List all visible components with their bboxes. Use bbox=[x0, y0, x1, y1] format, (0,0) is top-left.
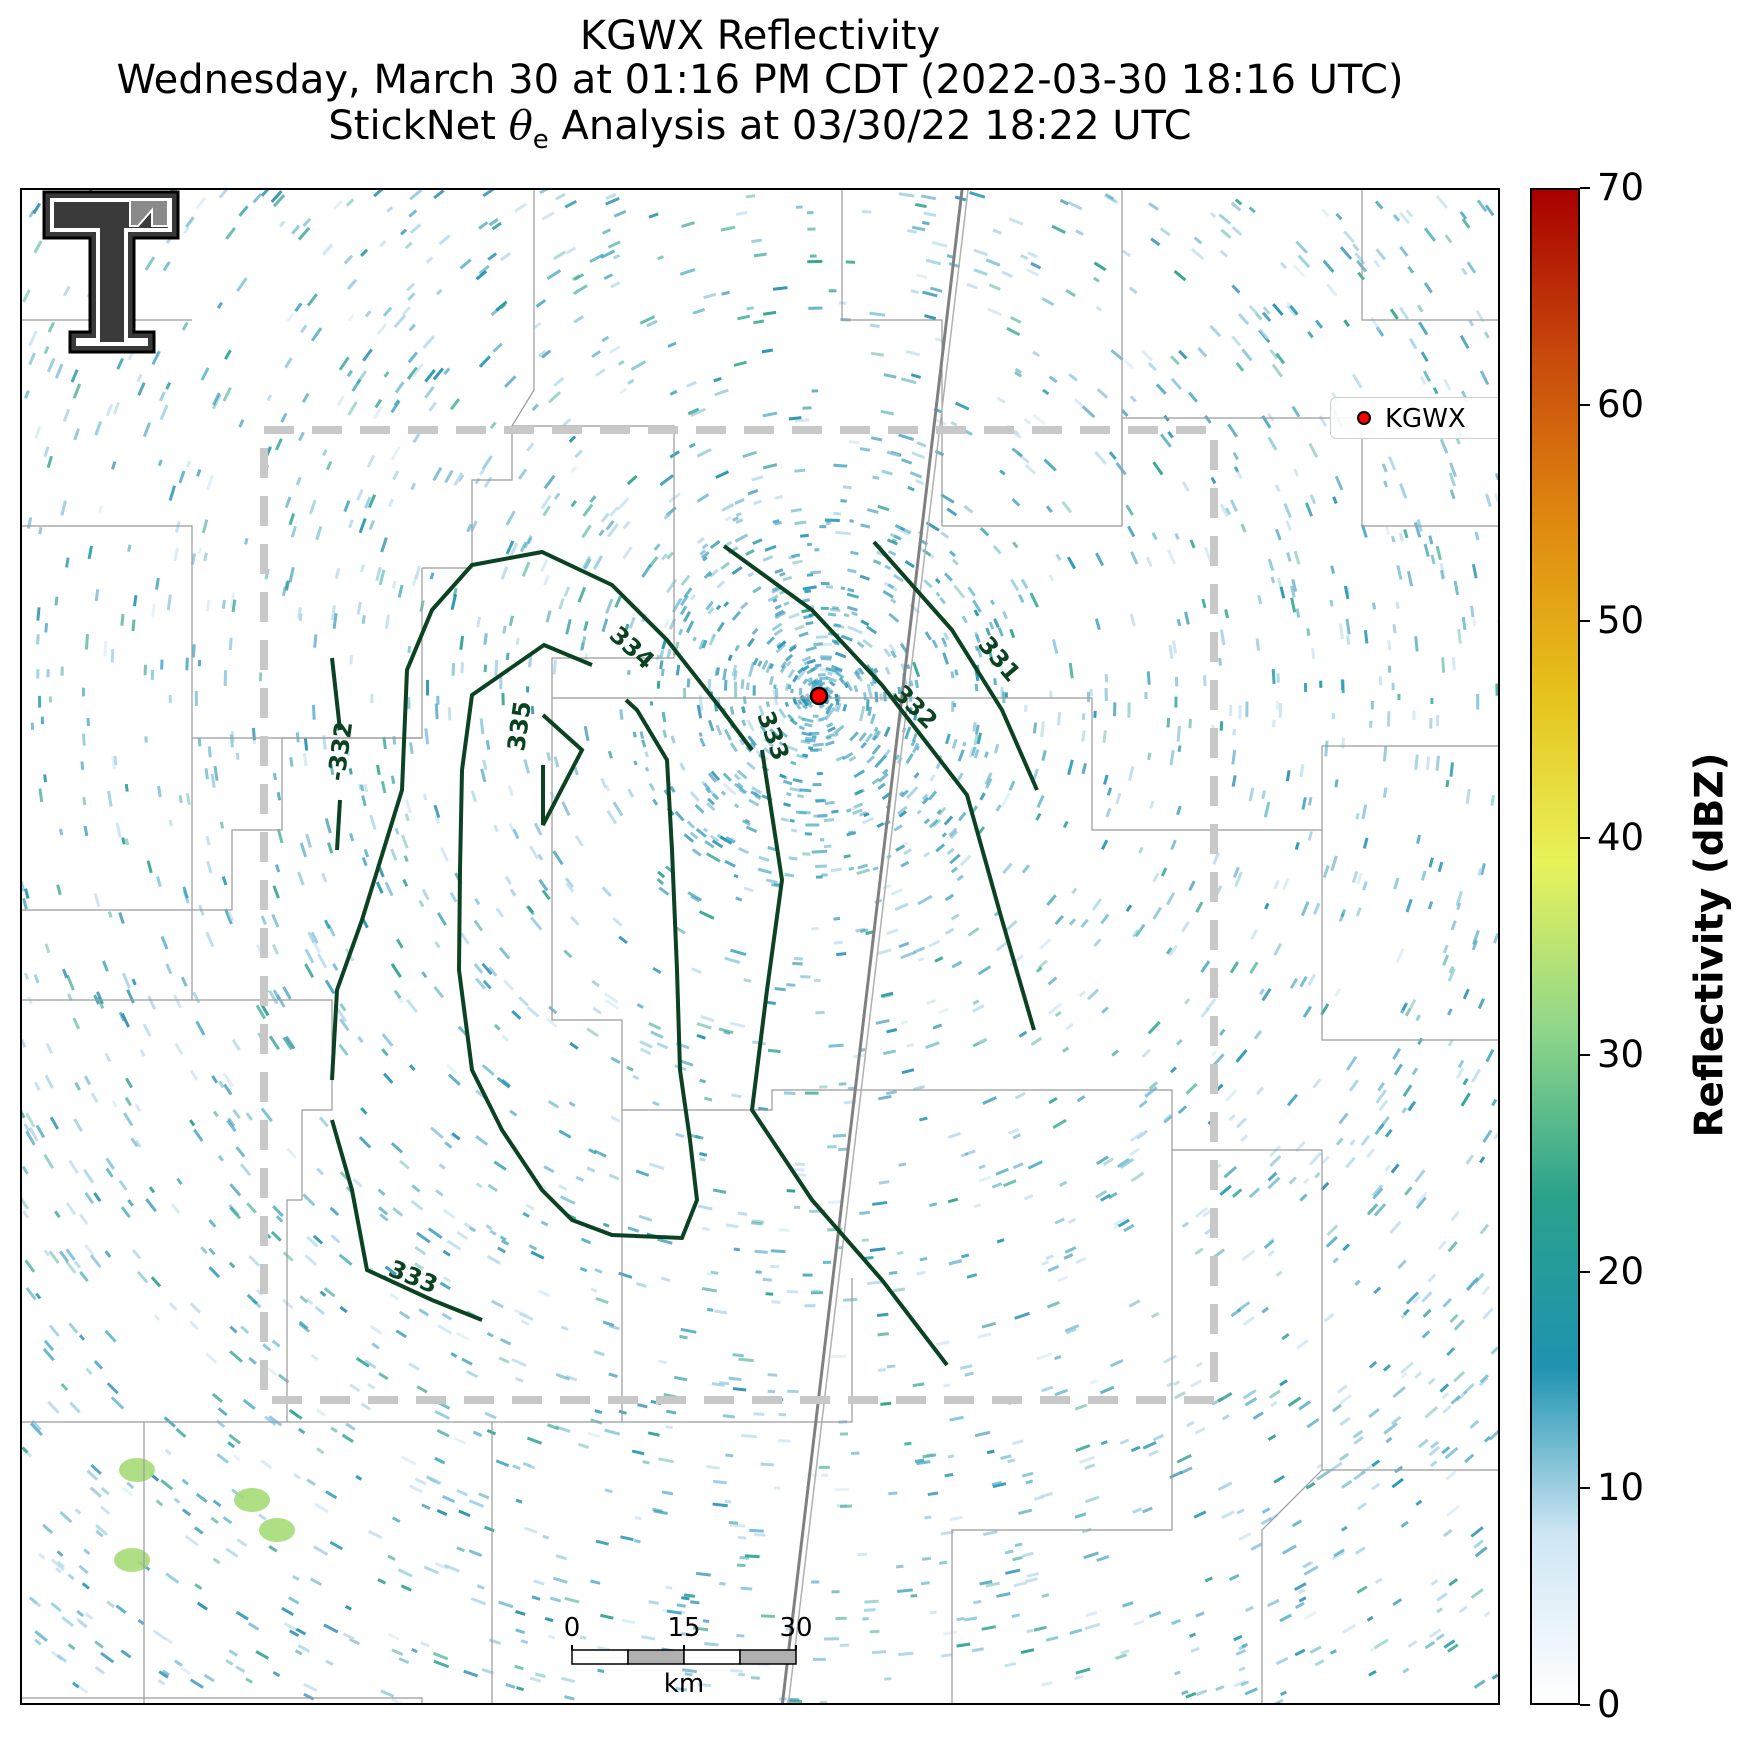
colorbar-tick-label: 30 bbox=[1597, 1032, 1645, 1076]
map-panel: 331 332 -332 333 333 334 335 KGWX 0 15 3 bbox=[20, 188, 1500, 1705]
county-line bbox=[551, 698, 623, 1110]
theta-symbol: θ bbox=[508, 103, 533, 149]
colorbar-tick-mark bbox=[1580, 837, 1590, 840]
highway-line-edge bbox=[787, 190, 969, 1703]
kgwx-radar-station bbox=[809, 686, 829, 706]
map-legend: KGWX bbox=[1330, 397, 1498, 439]
county-line bbox=[942, 417, 1498, 527]
title-prefix: StickNet bbox=[328, 103, 509, 149]
county-line bbox=[1361, 190, 1498, 321]
county-line bbox=[511, 190, 535, 427]
scale-tick-label: 30 bbox=[779, 1613, 813, 1643]
map-canvas: 331 332 -332 333 333 334 335 bbox=[22, 190, 1498, 1703]
county-line bbox=[287, 1421, 493, 1703]
title-line-2: Wednesday, March 30 at 01:16 PM CDT (202… bbox=[116, 57, 1404, 103]
county-line bbox=[1321, 830, 1498, 1041]
scale-tick-label: 0 bbox=[563, 1613, 581, 1643]
colorbar-tick-label: 0 bbox=[1597, 1683, 1621, 1726]
colorbar-tick-mark bbox=[1580, 403, 1590, 406]
colorbar-tick-label: 50 bbox=[1597, 599, 1645, 643]
contour-label: 334 bbox=[604, 621, 660, 675]
colorbar-tick-mark bbox=[1580, 1487, 1590, 1490]
contour-line-neg332-lower bbox=[335, 799, 342, 851]
county-boundaries bbox=[22, 190, 1498, 1703]
theta-e-contours bbox=[330, 540, 1039, 1367]
title-line-3: StickNet θe Analysis at 03/30/22 18:22 U… bbox=[0, 104, 1520, 162]
county-line bbox=[841, 190, 943, 526]
contour-line-331 bbox=[872, 540, 1039, 791]
contour-label: -332 bbox=[322, 719, 358, 782]
title-suffix: Analysis at 03/30/22 18:22 UTC bbox=[548, 103, 1192, 149]
legend-label: KGWX bbox=[1385, 404, 1466, 434]
contour-line-333-left bbox=[330, 1119, 483, 1322]
colorbar-tick-label: 70 bbox=[1597, 166, 1645, 209]
colorbar-tick-label: 40 bbox=[1597, 816, 1645, 860]
contour-label: 332 bbox=[888, 679, 943, 734]
colorbar-tick-mark bbox=[1580, 1053, 1590, 1056]
highway-line bbox=[780, 190, 964, 1703]
county-line bbox=[551, 458, 912, 699]
county-line bbox=[622, 1278, 853, 1423]
contour-line-333-top bbox=[330, 549, 754, 1081]
scale-tick-label: 15 bbox=[667, 1613, 701, 1643]
scale-unit-label: km bbox=[663, 1669, 705, 1699]
theta-subscript: e bbox=[532, 125, 549, 155]
colorbar-tick-mark bbox=[1580, 187, 1590, 189]
contour-line-neg332-upper bbox=[330, 657, 342, 731]
county-line bbox=[912, 697, 1192, 831]
contour-label: 335 bbox=[502, 699, 537, 753]
county-line bbox=[951, 1150, 1173, 1703]
reflectivity-colorbar bbox=[1530, 188, 1580, 1705]
colorbar-tick-label: 10 bbox=[1597, 1466, 1645, 1510]
colorbar-tick-mark bbox=[1580, 1270, 1590, 1273]
contour-line-334 bbox=[456, 642, 700, 1241]
county-line bbox=[22, 1697, 423, 1703]
colorbar-tick-mark bbox=[1580, 1704, 1590, 1706]
county-line bbox=[22, 525, 423, 739]
contour-line-332 bbox=[722, 544, 1036, 1031]
colorbar-title: Reflectivity (dBZ) bbox=[1687, 752, 1733, 1138]
county-line bbox=[1172, 1149, 1498, 1471]
title-line-1: KGWX Reflectivity bbox=[579, 13, 941, 59]
texas-tech-logo bbox=[42, 190, 180, 354]
colorbar-tick-mark bbox=[1580, 620, 1590, 623]
legend-station-marker bbox=[1357, 411, 1371, 425]
county-line bbox=[22, 737, 422, 911]
scale-bar bbox=[571, 1645, 797, 1665]
colorbar-tick-label: 20 bbox=[1597, 1249, 1645, 1293]
colorbar-tick-label: 60 bbox=[1597, 382, 1645, 426]
contour-line-333-right bbox=[749, 749, 949, 1367]
contour-line-335 bbox=[541, 713, 585, 826]
county-line bbox=[1192, 745, 1498, 831]
radar-reflectivity-layer bbox=[22, 190, 1498, 1703]
county-line bbox=[1261, 1469, 1323, 1703]
